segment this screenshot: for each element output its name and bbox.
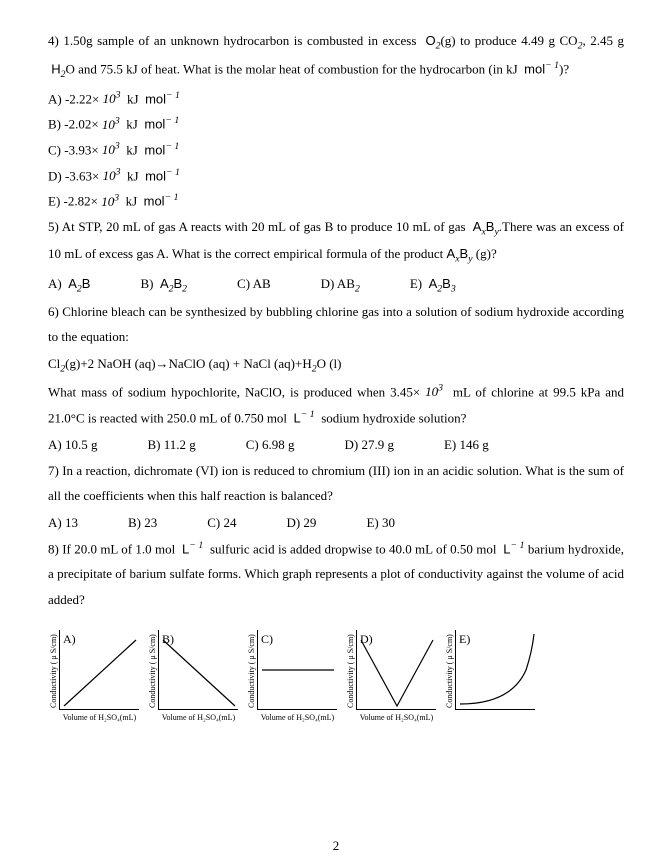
y-axis-label: Conductivity ( μ S/cm) (345, 630, 356, 710)
q5-option-d: D) AB2 (321, 271, 360, 299)
y-axis-label: Conductivity ( μ S/cm) (444, 630, 455, 710)
q7-option-a: A) 13 (48, 510, 78, 535)
question-6-part2: What mass of sodium hypochlorite, NaClO,… (48, 379, 624, 430)
q5-options: A) A2B B) A2B2 C) AB D) AB2 E) A2B3 (48, 271, 624, 299)
q6-option-e: E) 146 g (444, 432, 489, 457)
q7-option-b: B) 23 (128, 510, 157, 535)
question-6-equation: Cl2(g)+2 NaOH (aq)→NaClO (aq) + NaCl (aq… (48, 351, 624, 379)
graphs-row: Conductivity ( μ S/cm)A)Volume of H₂SO₄(… (48, 630, 624, 722)
y-axis-label: Conductivity ( μ S/cm) (147, 630, 158, 710)
q6-option-a: A) 10.5 g (48, 432, 97, 457)
q7-option-c: C) 24 (207, 510, 236, 535)
q4-option-d: D) -3.63× 103 kJ mol− 1 (48, 163, 624, 189)
plot-area: A) (59, 630, 139, 710)
q5-option-a: A) A2B (48, 271, 90, 299)
q5-option-c: C) AB (237, 271, 271, 299)
q4-option-a: A) -2.22× 103 kJ mol− 1 (48, 86, 624, 112)
y-axis-label: Conductivity ( μ S/cm) (48, 630, 59, 710)
q6-option-d: D) 27.9 g (345, 432, 394, 457)
q7-options: A) 13 B) 23 C) 24 D) 29 E) 30 (48, 510, 624, 535)
x-axis-label: Volume of H₂SO₄(mL) (63, 713, 136, 722)
plot-area: C) (257, 630, 337, 710)
graph-b: Conductivity ( μ S/cm)B) Volume of H₂SO₄(… (147, 630, 238, 722)
question-7: 7) In a reaction, dichromate (VI) ion is… (48, 458, 624, 509)
plot-area: B) (158, 630, 238, 710)
q6-option-b: B) 11.2 g (147, 432, 195, 457)
graph-d: Conductivity ( μ S/cm)D) Volume of H₂SO₄(… (345, 630, 436, 722)
plot-area: E) (455, 630, 535, 710)
x-axis-label: Volume of H₂SO₄(mL) (162, 713, 235, 722)
q5-option-e: E) A2B3 (410, 271, 456, 299)
question-6-part1: 6) Chlorine bleach can be synthesized by… (48, 299, 624, 350)
page-number: 2 (333, 838, 340, 854)
plot-area: D) (356, 630, 436, 710)
q7-option-e: E) 30 (366, 510, 395, 535)
q7-option-d: D) 29 (286, 510, 316, 535)
q4-option-b: B) -2.02× 103 kJ mol− 1 (48, 111, 624, 137)
x-axis-label: Volume of H₂SO₄(mL) (360, 713, 433, 722)
graph-e: Conductivity ( μ S/cm)E)Volume of H₂SO₄(… (444, 630, 535, 722)
question-4: 4) 1.50g sample of an unknown hydrocarbo… (48, 28, 624, 84)
graph-a: Conductivity ( μ S/cm)A) Volume of H₂SO₄(… (48, 630, 139, 722)
q6-options: A) 10.5 g B) 11.2 g C) 6.98 g D) 27.9 g … (48, 432, 624, 457)
y-axis-label: Conductivity ( μ S/cm) (246, 630, 257, 710)
question-5: 5) At STP, 20 mL of gas A reacts with 20… (48, 214, 624, 269)
q4-option-c: C) -3.93× 103 kJ mol− 1 (48, 137, 624, 163)
graph-c: Conductivity ( μ S/cm)C) Volume of H₂SO₄(… (246, 630, 337, 722)
question-8: 8) If 20.0 mL of 1.0 mol L− 1 sulfuric a… (48, 536, 624, 612)
q4-option-e: E) -2.82× 103 kJ mol− 1 (48, 188, 624, 214)
q6-option-c: C) 6.98 g (246, 432, 295, 457)
x-axis-label: Volume of H₂SO₄(mL) (261, 713, 334, 722)
q5-option-b: B) A2B2 (140, 271, 187, 299)
